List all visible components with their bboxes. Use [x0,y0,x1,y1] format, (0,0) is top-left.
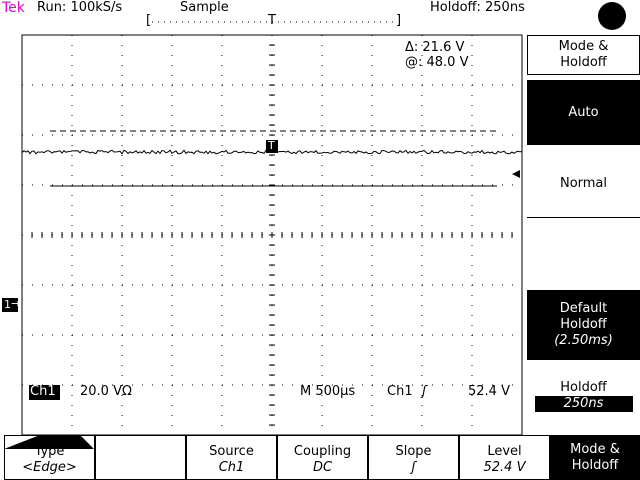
button-value: (2.50ms) [554,333,613,348]
side-menu-title: Mode & Holdoff [527,35,640,75]
trigger-position: T [268,13,276,28]
side-menu-button[interactable]: Default Holdoff (2.50ms) [527,290,640,360]
acq-mode: Sample [180,0,229,15]
trigger-source: Ch1 [387,384,413,399]
button-label: Default Holdoff [559,301,608,332]
bottom-menu-button[interactable]: Coupling DC [277,435,368,480]
channel-marker: 1 [4,298,11,311]
side-menu-button[interactable]: Normal [527,150,640,218]
trigger-point: T [268,139,275,152]
button-value: 250ns [534,396,633,412]
channel-scale: 20.0 VΩ [80,384,132,399]
button-label: Source [209,444,254,459]
bottom-menu-button[interactable]: Type <Edge> [4,435,95,480]
button-label: Type [34,444,65,459]
brand: Tek [2,0,25,16]
bottom-menu-button[interactable]: Source Ch1 [186,435,277,480]
button-value: 52.4 V [483,460,526,475]
bracket: ] [396,13,402,28]
channel-label: Ch1 [30,384,56,399]
button-value: DC [312,460,333,475]
timebase: M 500µs [300,384,356,399]
button-value: Ch1 [218,460,245,475]
trigger-point-bg [266,140,278,153]
bottom-menu-button[interactable]: Level 52.4 V [459,435,550,480]
button-value: <Edge> [22,460,77,475]
button-label: Mode & Holdoff [570,441,620,473]
status-indicator [598,2,626,30]
holdoff-readout: Holdoff: 250ns [430,0,525,15]
trigger-slope: ʃ [422,384,427,399]
bottom-menu-button[interactable]: Slope ʃ [368,435,459,480]
cursor-at: @: 48.0 V [405,55,469,70]
channel-marker-bg [2,298,18,312]
button-label: Holdoff [560,380,607,395]
button-label: Level [487,444,522,459]
side-menu-button[interactable]: Auto [527,80,640,145]
button-label: Coupling [293,444,352,459]
bottom-menu-button[interactable]: Mode & Holdoff [550,435,640,480]
cursor-delta: Δ: 21.6 V [405,40,465,55]
bottom-menu-button [95,435,186,480]
channel-label-bg [29,385,60,400]
trigger-level: 52.4 V [468,384,510,399]
bracket: [ [146,13,152,28]
button-value: ʃ [411,460,416,475]
side-menu-button[interactable]: Holdoff 250ns [527,380,640,416]
acquisition: Run: 100kS/s [37,0,123,15]
button-label: Slope [395,444,432,459]
trigger-level-marker [512,170,520,178]
channel-arrow: → [11,297,21,310]
